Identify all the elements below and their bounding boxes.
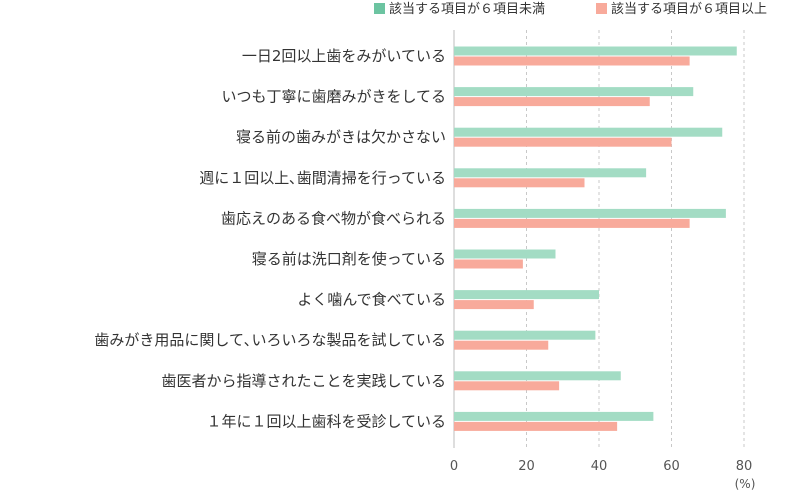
- x-tick-label-20: 20: [518, 459, 535, 474]
- bar-series1-cat4: [454, 168, 647, 178]
- category-label-8: 歯みがき用品に関して､いろいろな製品を試している: [94, 331, 446, 349]
- category-label-6: 寝る前は洗口剤を使っている: [252, 250, 446, 268]
- category-label-5: 歯応えのある食べ物が食べられる: [221, 209, 446, 227]
- category-labels: 一日2回以上歯をみがいているいつも丁寧に歯磨みがきをしてる寝る前の歯みがきは欠か…: [94, 47, 446, 430]
- x-axis-unit-label: (%): [735, 477, 756, 491]
- bar-series1-cat9: [454, 371, 621, 381]
- x-tick-label-80: 80: [736, 459, 753, 474]
- bar-series2-cat1: [454, 56, 690, 66]
- category-label-1: 一日2回以上歯をみがいている: [242, 47, 446, 65]
- category-label-9: 歯医者から指導されたことを実践している: [161, 372, 446, 390]
- bar-series2-cat4: [454, 178, 585, 188]
- legend-swatch-1: [374, 3, 385, 14]
- category-label-7: よく噛んで食べている: [297, 291, 446, 309]
- bar-series2-cat7: [454, 300, 534, 310]
- category-label-4: 週に１回以上､歯間清掃を行っている: [199, 169, 446, 187]
- bar-series2-cat9: [454, 381, 560, 391]
- legend: 該当する項目が６項目未満 該当する項目が６項目以上: [374, 1, 767, 17]
- x-tick-label-60: 60: [663, 459, 680, 474]
- bar-series1-cat7: [454, 290, 599, 300]
- bar-series1-cat6: [454, 249, 556, 259]
- bar-series1-cat10: [454, 411, 654, 421]
- bar-series2-cat3: [454, 137, 672, 147]
- bar-series2-cat10: [454, 421, 618, 431]
- bar-series2-cat6: [454, 259, 523, 269]
- bars: [454, 46, 737, 431]
- bar-series1-cat2: [454, 87, 694, 97]
- bar-series1-cat1: [454, 46, 737, 56]
- x-tick-label-40: 40: [591, 459, 608, 474]
- category-label-2: いつも丁寧に歯磨みがきをしてる: [221, 88, 446, 106]
- legend-swatch-2: [596, 3, 607, 14]
- bar-series1-cat3: [454, 127, 723, 137]
- bar-series1-cat8: [454, 330, 596, 340]
- bar-series2-cat8: [454, 340, 549, 350]
- legend-label-2: 該当する項目が６項目以上: [611, 1, 767, 17]
- x-axis-ticks: 0 20 40 60 80: [450, 459, 752, 474]
- x-tick-label-0: 0: [450, 459, 458, 474]
- bar-series2-cat5: [454, 218, 690, 228]
- category-label-3: 寝る前の歯みがきは欠かさない: [236, 128, 446, 146]
- category-label-10: １年に１回以上歯科を受診している: [206, 412, 446, 430]
- bar-series2-cat2: [454, 97, 650, 107]
- legend-label-1: 該当する項目が６項目未満: [389, 1, 545, 17]
- bar-series1-cat5: [454, 208, 726, 218]
